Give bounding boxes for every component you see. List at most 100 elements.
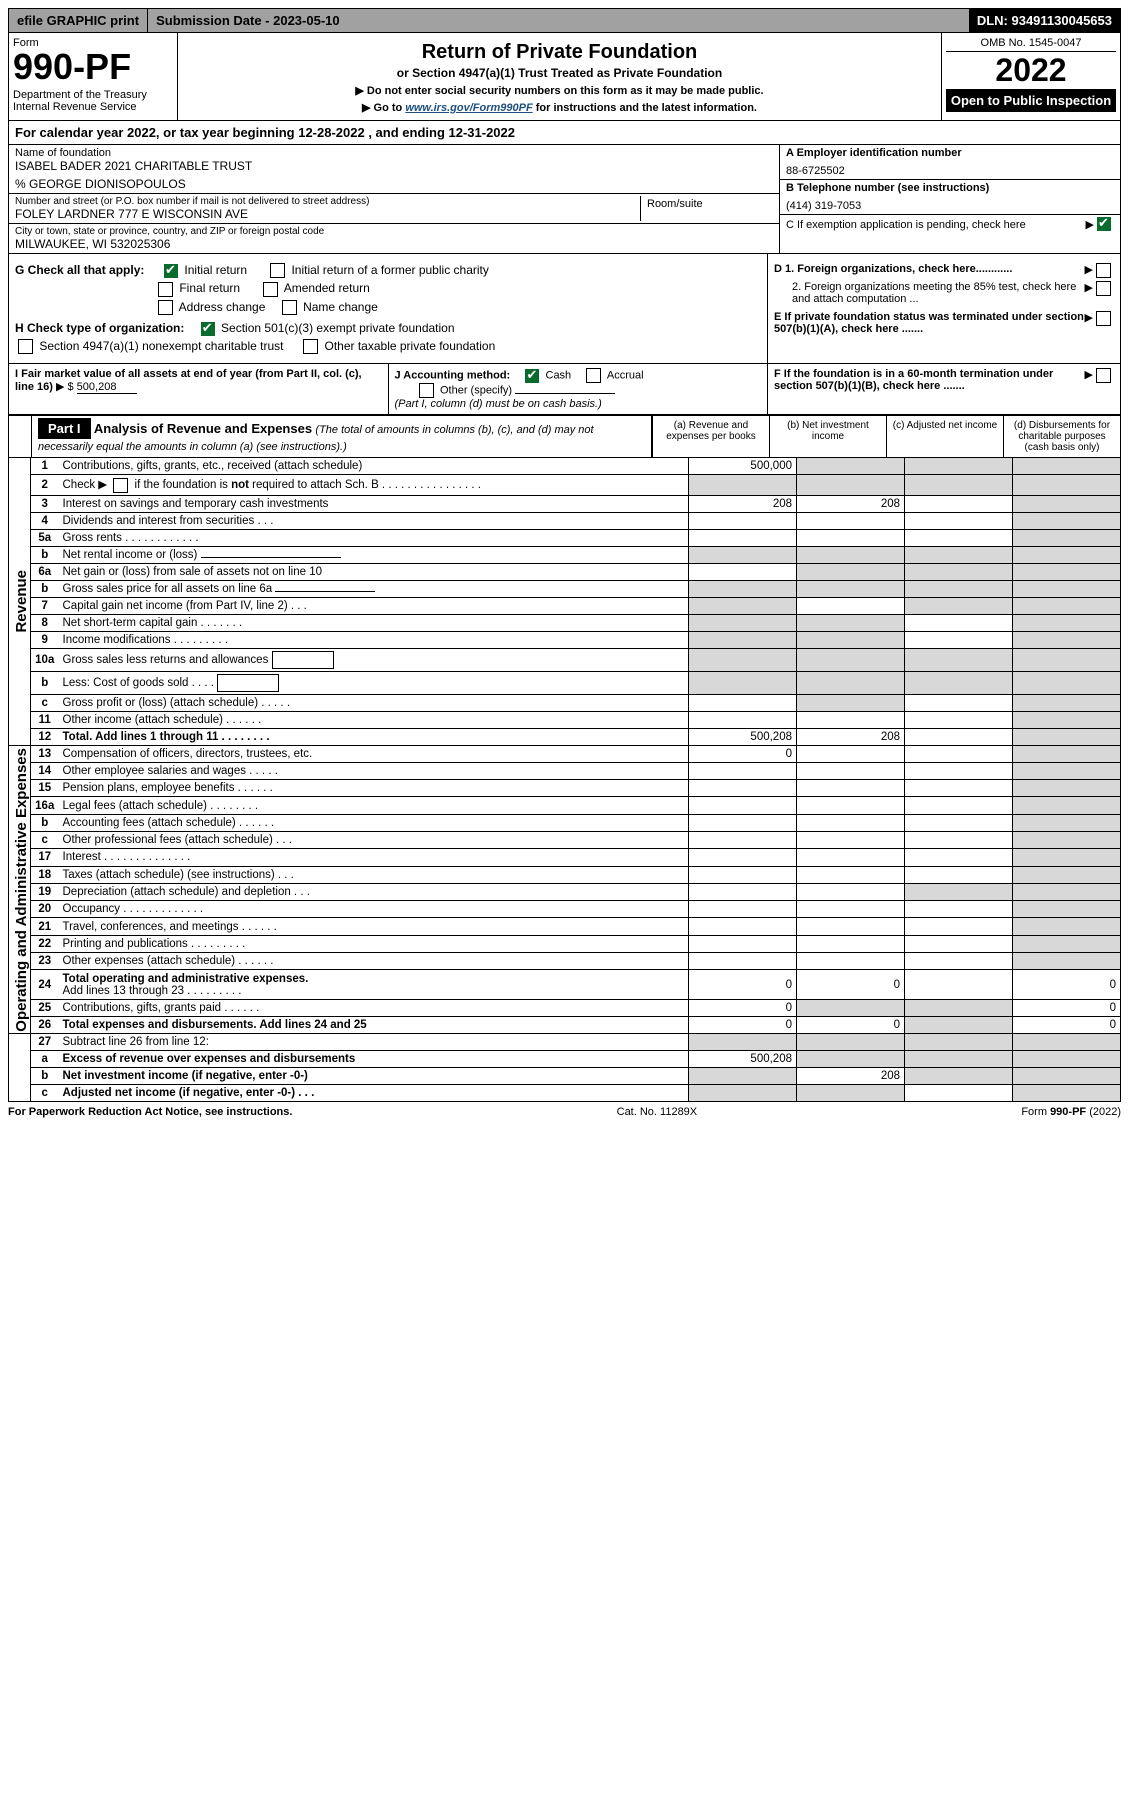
cell-value: 208	[797, 495, 905, 512]
e-checkbox[interactable]	[1096, 311, 1111, 326]
phone-row: B Telephone number (see instructions) (4…	[780, 180, 1120, 215]
expenses-side-label: Operating and Administrative Expenses	[9, 745, 31, 1034]
table-row: 7Capital gain net income (from Part IV, …	[9, 597, 1121, 614]
address-change-checkbox[interactable]	[158, 300, 173, 315]
line-desc: Gross rents . . . . . . . . . . . .	[59, 529, 689, 546]
dln: DLN: 93491130045653	[969, 9, 1120, 32]
i-value: 500,208	[77, 381, 137, 394]
c-checkbox[interactable]	[1097, 217, 1111, 231]
col-c-header: (c) Adjusted net income	[886, 416, 1003, 457]
other-method-value	[515, 393, 615, 394]
table-row: 23Other expenses (attach schedule) . . .…	[9, 952, 1121, 969]
d1-checkbox[interactable]	[1096, 263, 1111, 278]
top-bar: efile GRAPHIC print Submission Date - 20…	[8, 8, 1121, 33]
line-desc: Check ▶ if the foundation is not require…	[59, 475, 689, 495]
entity-info-block: Name of foundation ISABEL BADER 2021 CHA…	[8, 145, 1121, 254]
4947-checkbox[interactable]	[18, 339, 33, 354]
501c3-checkbox[interactable]	[201, 322, 215, 336]
schb-checkbox[interactable]	[113, 478, 128, 493]
line-desc: Other income (attach schedule) . . . . .…	[59, 711, 689, 728]
form-year-block: OMB No. 1545-0047 2022 Open to Public In…	[941, 33, 1120, 120]
i-block: I Fair market value of all assets at end…	[9, 364, 389, 414]
h-label: H Check type of organization:	[15, 321, 184, 335]
501c3-label: Section 501(c)(3) exempt private foundat…	[221, 321, 454, 335]
table-row: cAdjusted net income (if negative, enter…	[9, 1085, 1121, 1102]
ein-label: A Employer identification number	[786, 147, 962, 159]
line-desc: Less: Cost of goods sold . . . .	[59, 671, 689, 694]
efile-print-button[interactable]: efile GRAPHIC print	[9, 9, 148, 32]
initial-return-checkbox[interactable]	[164, 264, 178, 278]
other-method-checkbox[interactable]	[419, 383, 434, 398]
form-ref: Form 990-PF (2022)	[1021, 1106, 1121, 1118]
part1-badge: Part I	[38, 418, 91, 439]
table-row: 14Other employee salaries and wages . . …	[9, 762, 1121, 779]
final-return-checkbox[interactable]	[158, 282, 173, 297]
f-label: F If the foundation is in a 60-month ter…	[774, 368, 1085, 410]
dln-value: 93491130045653	[1011, 13, 1112, 28]
cell-value: 0	[797, 1017, 905, 1034]
line-desc: Net short-term capital gain . . . . . . …	[59, 614, 689, 631]
accrual-label: Accrual	[607, 370, 644, 382]
line-desc: Occupancy . . . . . . . . . . . . .	[59, 901, 689, 918]
line-desc: Gross sales less returns and allowances	[59, 648, 689, 671]
cell-shaded	[797, 458, 905, 475]
form-title: Return of Private Foundation	[184, 41, 935, 64]
table-row: 11Other income (attach schedule) . . . .…	[9, 711, 1121, 728]
initial-former-checkbox[interactable]	[270, 263, 285, 278]
name-change-checkbox[interactable]	[282, 300, 297, 315]
table-row: 19Depreciation (attach schedule) and dep…	[9, 883, 1121, 900]
g-line-3: Address change Name change	[15, 300, 761, 315]
j-label: J Accounting method:	[395, 370, 511, 382]
table-row: 26Total expenses and disbursements. Add …	[9, 1017, 1121, 1034]
name-label: Name of foundation	[15, 147, 773, 159]
cell-value: 0	[689, 1017, 797, 1034]
other-taxable-checkbox[interactable]	[303, 339, 318, 354]
line-desc: Income modifications . . . . . . . . .	[59, 631, 689, 648]
cell-value: 500,208	[689, 1051, 797, 1068]
dln-label: DLN:	[977, 13, 1012, 28]
table-row: 27Subtract line 26 from line 12:	[9, 1034, 1121, 1051]
table-row: 5aGross rents . . . . . . . . . . . .	[9, 529, 1121, 546]
d2-checkbox[interactable]	[1096, 281, 1111, 296]
line-desc: Capital gain net income (from Part IV, l…	[59, 597, 689, 614]
name-change-label: Name change	[303, 300, 378, 314]
ein-row: A Employer identification number 88-6725…	[780, 145, 1120, 180]
cell-value: 0	[689, 999, 797, 1016]
ein-value: 88-6725502	[786, 165, 1114, 177]
entity-right: A Employer identification number 88-6725…	[779, 145, 1120, 253]
street-address: FOLEY LARDNER 777 E WISCONSIN AVE	[15, 207, 640, 221]
g-line-2: Final return Amended return	[15, 281, 761, 296]
cash-checkbox[interactable]	[525, 369, 539, 383]
table-row: 15Pension plans, employee benefits . . .…	[9, 780, 1121, 797]
g-line: G Check all that apply: Initial return I…	[15, 263, 761, 278]
line-desc: Contributions, gifts, grants, etc., rece…	[59, 458, 689, 475]
g-label: G Check all that apply:	[15, 263, 144, 277]
table-row: bLess: Cost of goods sold . . . .	[9, 671, 1121, 694]
d2-label: 2. Foreign organizations meeting the 85%…	[792, 281, 1085, 305]
line-desc: Depreciation (attach schedule) and deple…	[59, 883, 689, 900]
d1-label: D 1. Foreign organizations, check here..…	[774, 263, 1085, 278]
table-row: bGross sales price for all assets on lin…	[9, 580, 1121, 597]
line-desc: Net gain or (loss) from sale of assets n…	[59, 563, 689, 580]
f-checkbox[interactable]	[1096, 368, 1111, 383]
side-spacer	[9, 416, 32, 457]
table-row: 12Total. Add lines 1 through 11 . . . . …	[9, 728, 1121, 745]
accrual-checkbox[interactable]	[586, 368, 601, 383]
other-taxable-label: Other taxable private foundation	[325, 339, 496, 353]
table-row: 21Travel, conferences, and meetings . . …	[9, 918, 1121, 935]
table-row: 17Interest . . . . . . . . . . . . . .	[9, 849, 1121, 866]
open-to-public: Open to Public Inspection	[946, 89, 1116, 112]
cell-value: 0	[797, 970, 905, 999]
j-block: J Accounting method: Cash Accrual Other …	[389, 364, 769, 414]
table-row: 10aGross sales less returns and allowanc…	[9, 648, 1121, 671]
addr-label: Number and street (or P.O. box number if…	[15, 196, 640, 207]
instructions-link[interactable]: www.irs.gov/Form990PF	[405, 102, 532, 114]
paperwork-notice: For Paperwork Reduction Act Notice, see …	[8, 1106, 292, 1118]
c-label: C If exemption application is pending, c…	[786, 219, 1086, 231]
line-desc: Gross profit or (loss) (attach schedule)…	[59, 694, 689, 711]
table-row: Operating and Administrative Expenses 13…	[9, 745, 1121, 762]
def-block: D 1. Foreign organizations, check here..…	[767, 254, 1120, 363]
table-row: 25Contributions, gifts, grants paid . . …	[9, 999, 1121, 1016]
amended-return-checkbox[interactable]	[263, 282, 278, 297]
cash-label: Cash	[546, 370, 572, 382]
